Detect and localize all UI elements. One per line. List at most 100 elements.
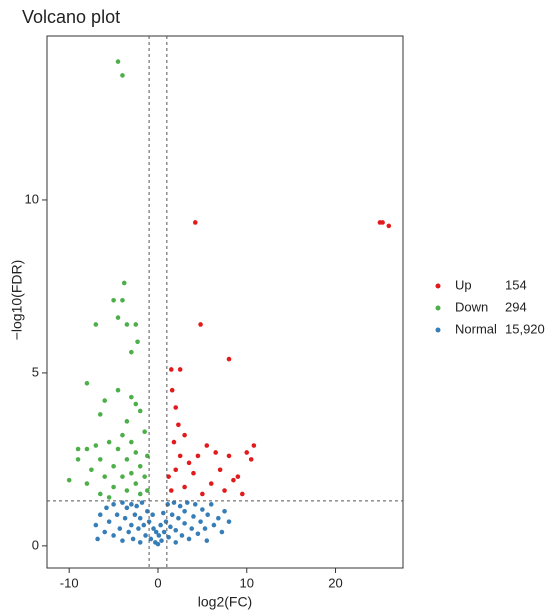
- point: [111, 297, 116, 303]
- point: [168, 524, 173, 530]
- point: [124, 488, 130, 493]
- point: [169, 512, 175, 518]
- point: [182, 508, 187, 514]
- point: [208, 502, 214, 507]
- point: [176, 422, 181, 428]
- point: [134, 503, 139, 509]
- point: [173, 527, 179, 533]
- point: [235, 474, 241, 479]
- y-axis-label: −log10(FDR): [9, 260, 25, 341]
- point: [171, 439, 177, 445]
- point: [122, 515, 128, 521]
- point: [129, 394, 134, 400]
- point: [84, 446, 90, 452]
- chart-title: Volcano plot: [22, 7, 120, 27]
- point: [200, 507, 205, 512]
- point: [179, 533, 185, 538]
- point: [120, 297, 125, 303]
- point: [75, 457, 81, 462]
- point: [104, 505, 109, 511]
- point: [153, 529, 159, 535]
- point: [182, 432, 187, 438]
- y-tick-label: 10: [25, 191, 39, 206]
- point: [222, 488, 227, 493]
- point: [106, 519, 112, 524]
- point: [213, 450, 218, 455]
- point: [137, 408, 143, 414]
- point: [126, 529, 131, 535]
- point: [132, 512, 138, 518]
- point: [198, 519, 203, 524]
- point: [93, 522, 99, 528]
- point: [115, 387, 121, 393]
- point: [248, 457, 254, 462]
- point: [380, 220, 385, 225]
- point: [89, 467, 94, 473]
- point: [176, 515, 181, 521]
- point: [204, 538, 210, 543]
- point: [173, 540, 179, 545]
- point: [191, 514, 196, 519]
- point: [166, 474, 171, 479]
- point: [169, 387, 175, 393]
- point: [102, 474, 108, 479]
- y-tick-label: 5: [32, 364, 39, 379]
- point: [66, 477, 72, 483]
- point: [84, 380, 90, 386]
- legend-label: Normal: [455, 321, 497, 336]
- point: [120, 73, 125, 78]
- point: [95, 536, 100, 542]
- point: [226, 356, 232, 362]
- point: [150, 512, 155, 518]
- point: [168, 488, 174, 493]
- point: [106, 495, 112, 500]
- point: [111, 533, 116, 538]
- point: [173, 467, 179, 473]
- point: [226, 453, 232, 459]
- point: [186, 536, 192, 542]
- point: [208, 481, 214, 486]
- point: [120, 432, 125, 438]
- point: [130, 536, 136, 542]
- point: [191, 470, 196, 476]
- point: [165, 502, 171, 507]
- point: [97, 491, 103, 497]
- legend-count: 154: [505, 277, 527, 292]
- legend-label: Up: [455, 277, 472, 292]
- point: [182, 521, 187, 526]
- point: [133, 401, 139, 407]
- x-tick-label: -10: [60, 575, 79, 590]
- legend-marker: [435, 305, 441, 311]
- point: [177, 453, 183, 459]
- point: [133, 450, 139, 455]
- point: [135, 339, 140, 345]
- point: [160, 510, 166, 516]
- point: [211, 522, 217, 528]
- point: [166, 534, 171, 540]
- point: [115, 59, 121, 64]
- point: [117, 526, 123, 531]
- point: [102, 398, 108, 403]
- point: [120, 500, 125, 505]
- point: [195, 453, 201, 459]
- point: [195, 531, 201, 537]
- point: [145, 453, 150, 459]
- point: [111, 484, 116, 490]
- point: [192, 502, 198, 507]
- point: [97, 412, 103, 417]
- point: [120, 538, 125, 543]
- point: [386, 223, 392, 229]
- point: [198, 322, 203, 327]
- point: [124, 322, 130, 327]
- point: [141, 522, 147, 528]
- legend-marker: [435, 283, 441, 289]
- point: [129, 439, 134, 445]
- point: [231, 477, 236, 483]
- point: [148, 536, 154, 542]
- point: [240, 491, 245, 497]
- point: [75, 446, 81, 452]
- point: [151, 526, 156, 531]
- point: [84, 481, 90, 486]
- x-tick-label: 10: [240, 575, 254, 590]
